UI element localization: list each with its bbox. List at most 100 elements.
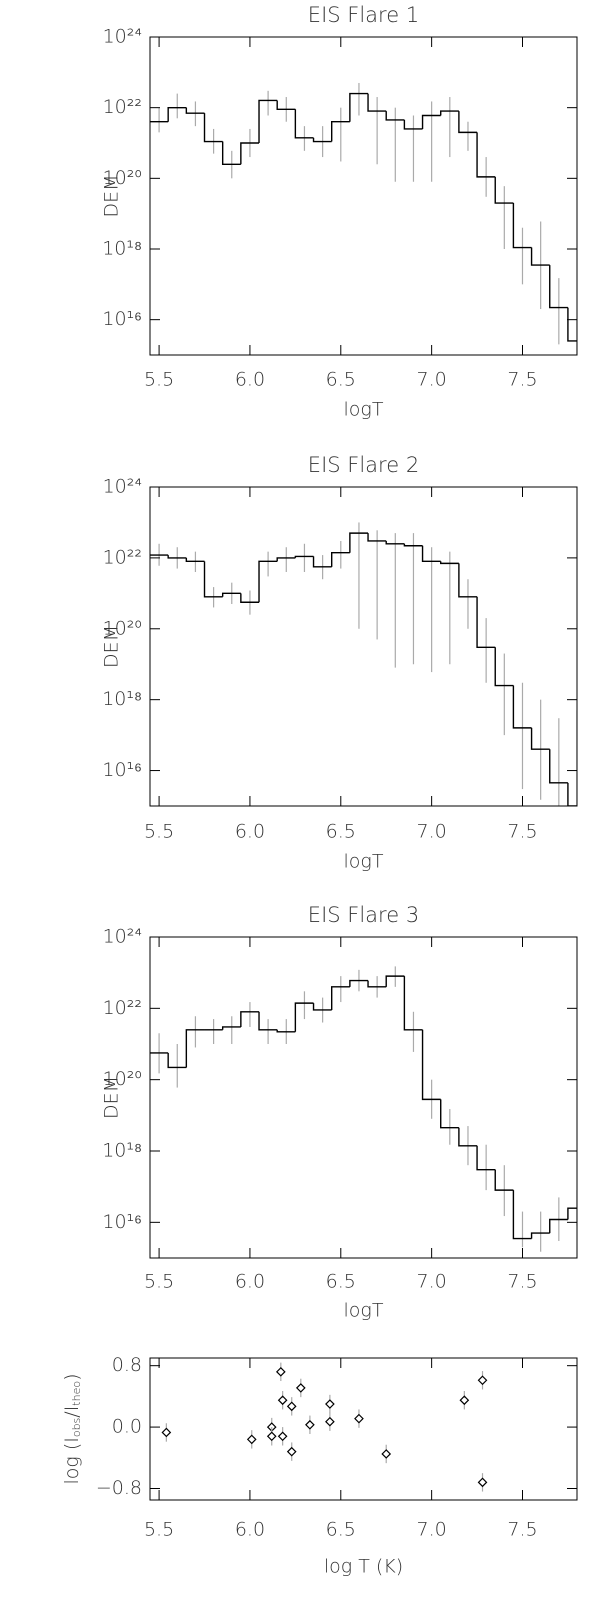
y-axis-title: DEM <box>101 625 123 668</box>
y-tick-label: 0.8 <box>112 1354 142 1376</box>
step-segment <box>331 986 350 1010</box>
step-segment <box>294 109 314 139</box>
y-tick-label: 10²² <box>103 96 142 118</box>
subscript: obs <box>70 1418 83 1437</box>
y-tick-label: 10¹⁶ <box>102 308 142 330</box>
step-segment <box>349 532 369 553</box>
step-segment <box>258 1011 278 1031</box>
chart-title: EIS Flare 2 <box>308 453 419 477</box>
plot-frame <box>149 36 578 356</box>
point <box>381 1449 392 1459</box>
step-segment <box>567 307 577 342</box>
step-segment <box>367 533 387 542</box>
label-part: log (I <box>61 1437 83 1484</box>
x-tick-label: 6.5 <box>326 1519 356 1541</box>
point <box>286 1446 297 1457</box>
step-segment <box>458 1127 478 1147</box>
point <box>161 1427 172 1438</box>
step-segment <box>331 121 350 142</box>
point <box>459 1395 470 1406</box>
y-tick-label: 10¹⁸ <box>102 688 142 710</box>
x-tick-label: 5.5 <box>144 369 174 391</box>
step-segment <box>312 556 332 568</box>
step-segment <box>276 1029 296 1033</box>
step-segment <box>203 113 223 143</box>
subscript: theo <box>70 1381 83 1406</box>
y-tick-label: 10¹⁶ <box>102 1211 142 1233</box>
step-segment <box>240 593 260 603</box>
step-segment <box>349 979 369 987</box>
step-segment <box>294 1002 314 1032</box>
step-segment <box>385 975 405 987</box>
plot-area <box>161 1362 488 1492</box>
step-segment <box>567 1207 577 1220</box>
plot-area <box>150 82 577 355</box>
step-segment <box>494 176 514 204</box>
point <box>295 1383 306 1393</box>
plot-frame <box>149 936 578 1259</box>
step-segment <box>421 1029 441 1101</box>
y-tick-label: 10²⁰ <box>103 617 142 639</box>
x-tick-label: 6.0 <box>235 821 265 843</box>
plot-frame <box>149 1357 578 1501</box>
step-segment <box>258 560 278 603</box>
x-tick-label: 7.5 <box>507 1271 537 1293</box>
step-segment <box>167 106 187 122</box>
y-axis-title: log (Iobs/Itheo) <box>61 1373 84 1484</box>
step-segment <box>549 1218 568 1234</box>
x-axis-title: logT <box>344 1300 384 1322</box>
x-axis-title: log T (K) <box>324 1556 403 1578</box>
chart-title: EIS Flare 3 <box>308 903 419 927</box>
point <box>477 1477 488 1488</box>
x-tick-label: 7.0 <box>417 369 447 391</box>
step-segment <box>476 596 496 649</box>
step-segment <box>512 685 532 729</box>
step-segment <box>421 114 441 129</box>
y-tick-label: 10²² <box>103 546 142 568</box>
point <box>354 1413 364 1424</box>
y-tick-label: 10²⁴ <box>103 476 142 498</box>
step-segment <box>312 137 332 143</box>
point <box>325 1416 335 1427</box>
y-tick-label: 10²⁴ <box>103 926 142 948</box>
step-segment <box>476 1145 496 1171</box>
step-segment <box>530 247 550 266</box>
step-segment <box>440 1099 459 1129</box>
step-segment <box>476 132 496 178</box>
step-segment <box>367 980 387 988</box>
x-tick-label: 5.5 <box>144 1519 174 1541</box>
y-tick-label: 10²² <box>103 997 142 1019</box>
step-segment <box>294 555 314 558</box>
step-segment <box>440 110 459 116</box>
x-tick-label: 6.5 <box>326 1271 356 1293</box>
step-segment <box>458 563 478 598</box>
step-segment <box>403 119 423 130</box>
x-tick-label: 7.5 <box>507 369 537 391</box>
step-segment <box>221 1026 241 1030</box>
x-axis-title: logT <box>344 851 384 873</box>
step-segment <box>385 111 405 121</box>
y-axis-title: DEM <box>101 174 123 217</box>
step-segment <box>203 561 223 598</box>
x-axis-title: logT <box>344 399 384 421</box>
x-tick-label: 6.5 <box>326 821 356 843</box>
point <box>477 1375 488 1386</box>
y-tick-label: 10²⁰ <box>103 1068 142 1090</box>
y-tick-label: 0.0 <box>112 1416 142 1438</box>
step-segment <box>185 557 205 563</box>
step-segment <box>549 749 568 784</box>
step-segment <box>331 552 350 567</box>
x-tick-label: 6.0 <box>235 1271 265 1293</box>
point <box>266 1431 277 1442</box>
x-tick-label: 5.5 <box>144 1271 174 1293</box>
y-axis-title: DEM <box>101 1076 123 1119</box>
step-segment <box>494 647 514 687</box>
y-tick-label: 10¹⁸ <box>102 1140 142 1162</box>
point <box>286 1401 297 1412</box>
step-segment <box>276 100 296 110</box>
step-segment <box>458 111 478 134</box>
x-tick-label: 7.0 <box>417 1271 447 1293</box>
point <box>246 1434 257 1445</box>
point <box>275 1366 286 1377</box>
